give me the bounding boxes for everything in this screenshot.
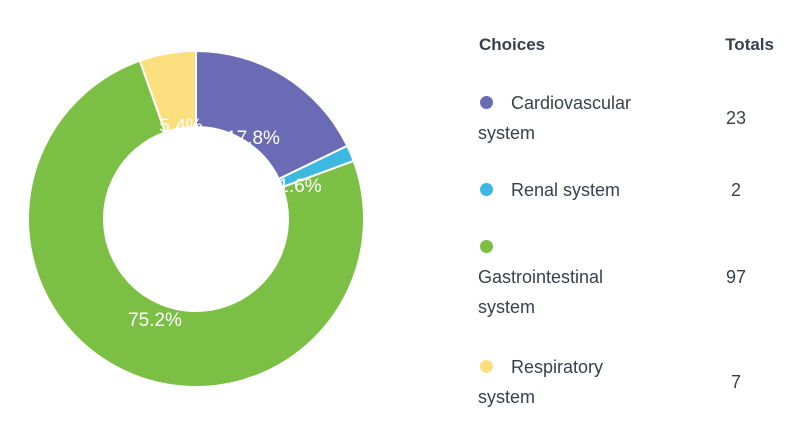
legend-label-line2: Gastrointestinal system (478, 267, 604, 317)
legend: Choices Totals Cardiovascular system 23 … (478, 30, 778, 407)
legend-header-choices: Choices (479, 35, 546, 54)
legend-dot-cardiovascular (480, 95, 493, 109)
donut-percent-label: 17.8% (226, 128, 280, 149)
legend-header: Choices Totals (478, 30, 778, 60)
legend-item-gastrointestinal[interactable]: Gastrointestinal system 97 (478, 232, 778, 322)
donut-percent-label: 75.2% (128, 310, 182, 331)
legend-total: 23 (725, 108, 747, 128)
legend-item-cardiovascular[interactable]: Cardiovascular system 23 (478, 88, 778, 148)
legend-item-respiratory[interactable]: Respiratory system 7 (478, 352, 778, 412)
legend-item-renal[interactable]: Renal system 2 (478, 175, 778, 205)
legend-label-line1: Cardiovascular (511, 93, 632, 113)
donut-chart: 17.8% 1.6% 75.2% 5.4% (27, 49, 365, 388)
legend-dot-gastrointestinal (480, 239, 493, 253)
legend-label-line1: Respiratory (511, 357, 604, 377)
legend-total: 97 (725, 267, 747, 287)
donut-slice-cardiovascular[interactable] (195, 49, 349, 181)
legend-header-totals: Totals (725, 35, 774, 54)
donut-percent-label: 1.6% (278, 176, 321, 197)
legend-label-line2: system (478, 387, 536, 407)
legend-dot-respiratory (480, 359, 493, 373)
donut-percent-label: 5.4% (159, 116, 202, 137)
legend-label-line2: system (478, 123, 536, 143)
legend-total: 7 (730, 372, 741, 392)
donut-slice-gastrointestinal[interactable] (27, 59, 365, 388)
legend-total: 2 (730, 180, 741, 200)
legend-label-line1: Renal system (511, 180, 621, 200)
legend-dot-renal (480, 182, 493, 196)
donut-slice-respiratory[interactable] (138, 49, 197, 134)
